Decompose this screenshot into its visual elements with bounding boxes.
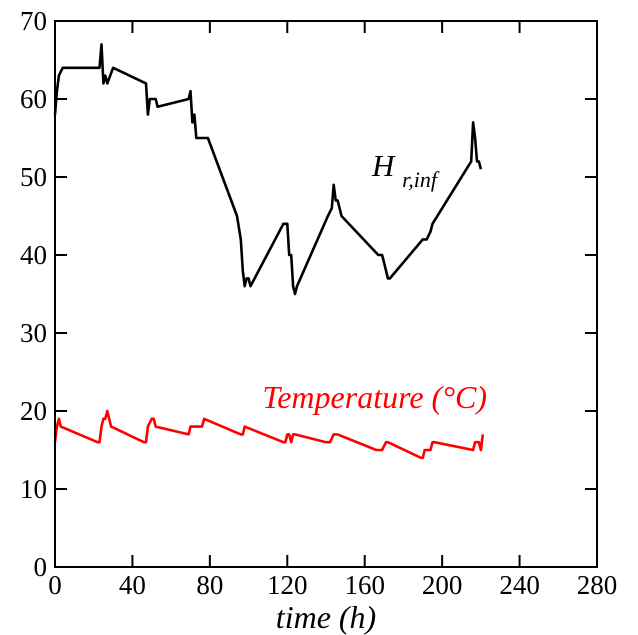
y-tick-label-30: 30 [20,318,47,348]
series-layer [53,43,485,460]
y-tick-label-10: 10 [20,474,47,504]
ticks-layer: 0 40 80 120 160 200 240 280 0 10 20 30 40 50 60 70 [20,6,617,600]
series-h-name: H [371,148,396,183]
x-axis-title: time (h) [276,599,376,635]
y-tick-label-70: 70 [20,6,47,36]
series-temperature-label: Temperature (°C) [262,379,487,415]
x-tick-label-280: 280 [577,570,618,600]
x-tick-label-80: 80 [196,570,223,600]
series-h-label: H r,inf [371,148,440,192]
x-tick-label-40: 40 [119,570,146,600]
series-line-1 [53,409,485,460]
x-tick-label-0: 0 [48,570,62,600]
x-tick-label-240: 240 [499,570,540,600]
labels-layer: time (h) H r,inf Temperature (°C) [262,148,487,635]
y-tick-label-50: 50 [20,162,47,192]
y-tick-label-40: 40 [20,240,47,270]
y-tick-label-20: 20 [20,396,47,426]
x-tick-label-200: 200 [422,570,463,600]
y-tick-label-0: 0 [34,552,48,582]
series-h-subscript: r,inf [402,167,440,192]
x-tick-label-120: 120 [267,570,308,600]
x-tick-label-160: 160 [344,570,385,600]
series-line-0 [53,43,483,296]
y-tick-label-60: 60 [20,84,47,114]
plot-frame [54,20,598,568]
